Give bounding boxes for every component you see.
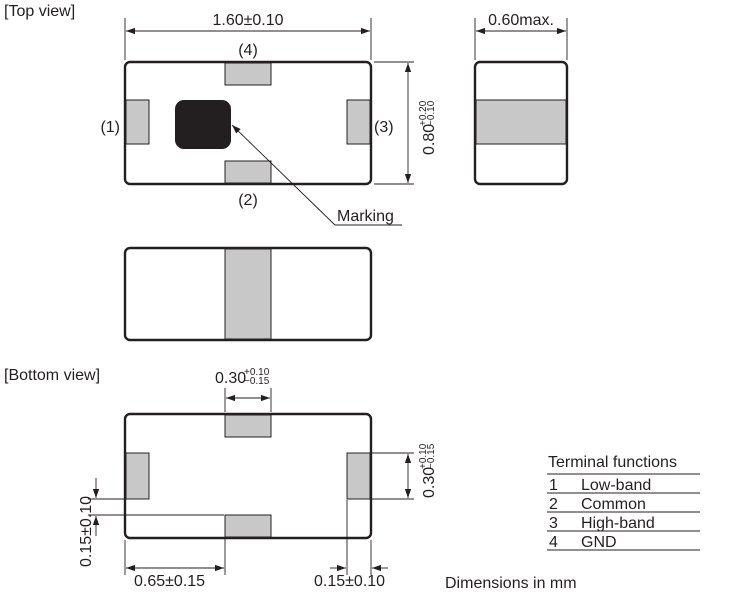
end-pad-label: 0.15±0.10 <box>314 573 385 590</box>
bottom-view-label: [Bottom view] <box>4 367 100 384</box>
terminal-table-title: Terminal functions <box>548 454 677 471</box>
side-pad-tol-plus: +0.10 <box>418 443 429 469</box>
pad-3-bottom <box>346 452 371 500</box>
pad-offset-label: 0.15±0.10 <box>78 496 95 567</box>
top-view-label: [Top view] <box>4 3 75 20</box>
pad-1-bottom <box>125 452 150 500</box>
pin-3-label: (3) <box>374 119 394 136</box>
length-label: 1.60±0.10 <box>212 12 283 29</box>
pad-2-top <box>224 160 272 184</box>
long-side-view <box>123 246 373 342</box>
pad-width-tol-minus: −0.15 <box>244 376 270 387</box>
terminal-row-num: 4 <box>549 534 558 551</box>
side-electrode-long <box>224 248 272 340</box>
pad-width-dimension: 0.30 +0.10 −0.15 <box>215 367 272 412</box>
pin-4-label: (4) <box>238 42 258 59</box>
width-label: 0.80 <box>421 124 438 155</box>
width-tol-minus: −0.10 <box>426 100 437 126</box>
terminal-row-num: 2 <box>549 496 558 513</box>
side-pad-label: 0.30 <box>421 467 438 498</box>
side-pad-dimension: 0.30 +0.10 −0.15 <box>372 443 438 500</box>
width-tol-plus: +0.20 <box>418 100 429 126</box>
terminal-row-num: 1 <box>549 477 558 494</box>
length-dimension: 1.60±0.10 <box>124 12 372 60</box>
terminal-row-func: Common <box>581 496 646 513</box>
pad-width-label: 0.30 <box>215 370 246 387</box>
side-pad-tol-minus: −0.15 <box>426 443 437 469</box>
terminal-row-func: High-band <box>581 515 655 532</box>
marking-dot <box>175 100 231 149</box>
pin-1-label: (1) <box>100 119 120 136</box>
pad-pitch-dimension: 0.65±0.15 <box>124 538 226 590</box>
pad-3-top <box>346 99 371 145</box>
marking-leader: Marking <box>231 124 402 226</box>
pad-offset-dimension: 0.15±0.10 <box>78 478 224 567</box>
units-note: Dimensions in mm <box>445 575 577 592</box>
pad-2-bottom <box>224 514 272 538</box>
terminal-functions-table: Terminal functions 1 Low-band 2 Common 3… <box>547 454 700 551</box>
marking-label: Marking <box>337 208 394 225</box>
pad-4-top <box>224 62 272 86</box>
pad-4-bottom <box>224 414 272 438</box>
top-view-body <box>123 60 373 186</box>
terminal-row-func: Low-band <box>581 477 651 494</box>
side-electrode <box>475 99 567 145</box>
bottom-view-body <box>123 412 373 540</box>
side-view: 0.60max. <box>473 12 569 186</box>
pad-width-tol-plus: +0.10 <box>244 367 270 378</box>
pad-pitch-label: 0.65±0.15 <box>134 573 205 590</box>
terminal-row-num: 3 <box>549 515 558 532</box>
pin-2-label: (2) <box>238 192 258 209</box>
thickness-label: 0.60max. <box>488 12 554 29</box>
width-dimension: 0.80 +0.20 −0.10 <box>374 61 438 185</box>
end-pad-dimension: 0.15±0.10 <box>314 500 388 590</box>
pad-1-top <box>125 99 150 145</box>
terminal-row-func: GND <box>581 534 617 551</box>
